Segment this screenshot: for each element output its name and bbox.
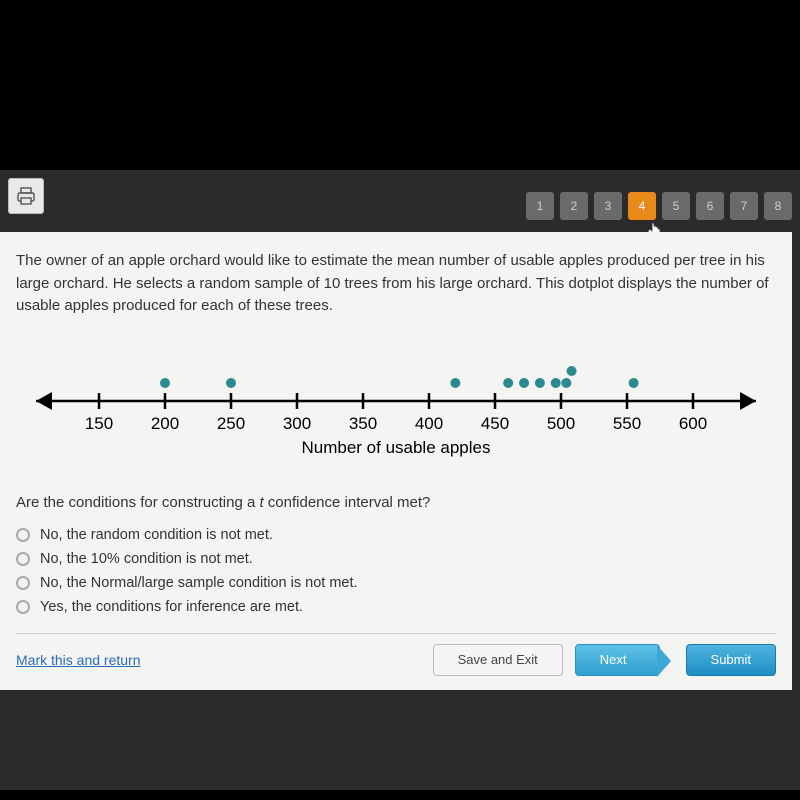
card-footer: Mark this and return Save and Exit Next … [16, 633, 776, 676]
question-nav-item-3[interactable]: 3 [594, 192, 622, 220]
question-nav-item-7[interactable]: 7 [730, 192, 758, 220]
submit-button[interactable]: Submit [686, 644, 776, 676]
option-label: No, the Normal/large sample condition is… [40, 575, 358, 591]
question-nav-item-6[interactable]: 6 [696, 192, 724, 220]
svg-text:450: 450 [481, 414, 509, 433]
option-label: No, the 10% condition is not met. [40, 551, 253, 567]
question-nav-item-4[interactable]: 4 [628, 192, 656, 220]
next-button[interactable]: Next [575, 644, 660, 676]
question-nav-item-1[interactable]: 1 [526, 192, 554, 220]
save-exit-button[interactable]: Save and Exit [433, 644, 563, 676]
question-nav-item-8[interactable]: 8 [764, 192, 792, 220]
option-b[interactable]: No, the 10% condition is not met. [16, 551, 776, 567]
dotplot-figure: 150 200 250 300 350 400 450 500 550 600 Number of … [16, 346, 776, 466]
question-stem: The owner of an apple orchard would like… [16, 250, 776, 318]
print-icon [16, 186, 36, 206]
svg-text:250: 250 [217, 414, 245, 433]
option-a[interactable]: No, the random condition is not met. [16, 527, 776, 543]
radio-icon [16, 576, 30, 590]
mark-and-return-link[interactable]: Mark this and return [16, 652, 141, 668]
option-label: No, the random condition is not met. [40, 527, 273, 543]
question-nav-item-2[interactable]: 2 [560, 192, 588, 220]
svg-text:600: 600 [679, 414, 707, 433]
svg-text:350: 350 [349, 414, 377, 433]
svg-text:400: 400 [415, 414, 443, 433]
option-d[interactable]: Yes, the conditions for inference are me… [16, 599, 776, 615]
subquestion: Are the conditions for constructing a t … [16, 494, 776, 511]
option-c[interactable]: No, the Normal/large sample condition is… [16, 575, 776, 591]
question-navigator: 1 2 3 4 5 6 7 8 [526, 192, 792, 220]
subquestion-post: confidence interval met? [264, 494, 431, 511]
radio-icon [16, 552, 30, 566]
question-card: The owner of an apple orchard would like… [0, 232, 792, 690]
svg-text:Number of usable apples: Number of usable apples [301, 438, 490, 457]
answer-options: No, the random condition is not met. No,… [16, 527, 776, 615]
svg-text:150: 150 [85, 414, 113, 433]
dotplot-svg: 150 200 250 300 350 400 450 500 550 600 Number of … [16, 346, 776, 466]
question-nav-item-5[interactable]: 5 [662, 192, 690, 220]
svg-text:500: 500 [547, 414, 575, 433]
radio-icon [16, 528, 30, 542]
print-button[interactable] [8, 178, 44, 214]
option-label: Yes, the conditions for inference are me… [40, 599, 303, 615]
svg-text:550: 550 [613, 414, 641, 433]
svg-text:200: 200 [151, 414, 179, 433]
svg-text:300: 300 [283, 414, 311, 433]
subquestion-pre: Are the conditions for constructing a [16, 494, 259, 511]
radio-icon [16, 600, 30, 614]
